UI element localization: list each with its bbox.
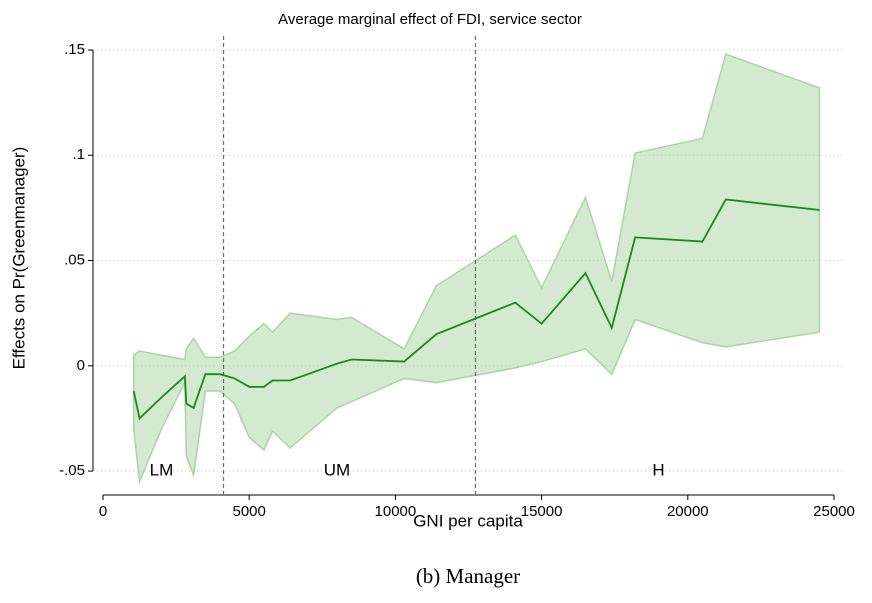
caption: (b) Manager xyxy=(416,564,520,588)
chart-title: Average marginal effect of FDI, service … xyxy=(278,11,582,28)
effect-line xyxy=(132,198,820,421)
x-axis-label: GNI per capita xyxy=(413,511,523,530)
region-label: H xyxy=(652,461,664,480)
x-tick-label: 5000 xyxy=(233,503,266,520)
region-label: UM xyxy=(324,461,350,480)
y-tick-label: .1 xyxy=(72,146,85,163)
x-tick-label: 15000 xyxy=(521,503,563,520)
x-tick-label: 25000 xyxy=(813,503,855,520)
y-axis-label: Effects on Pr(Greenmanager) xyxy=(9,147,28,370)
region-label: LM xyxy=(150,461,174,480)
x-tick-label: 0 xyxy=(99,503,107,520)
y-tick-label: 0 xyxy=(77,357,85,374)
x-tick-label: 20000 xyxy=(667,503,709,520)
y-tick-label: .05 xyxy=(64,251,85,268)
confidence-band xyxy=(132,53,821,485)
y-tick-label: -.05 xyxy=(59,462,85,479)
y-tick-label: .15 xyxy=(64,41,85,58)
x-tick-label: 10000 xyxy=(375,503,417,520)
